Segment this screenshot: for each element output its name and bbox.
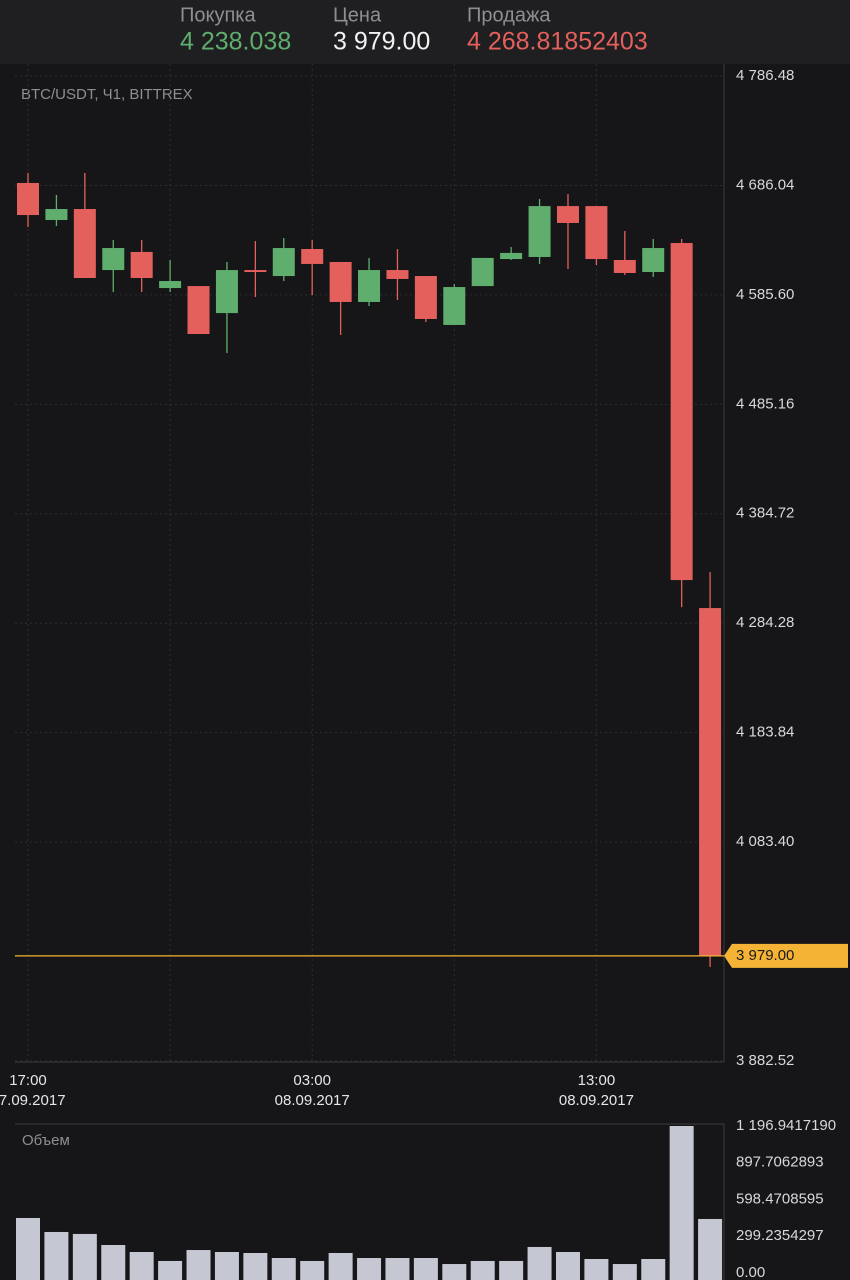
volume-bar xyxy=(328,1252,353,1280)
chart-subtitle: BTC/USDT, Ч1, BITTREX xyxy=(21,86,193,103)
candle-body xyxy=(556,206,579,223)
volume-bar xyxy=(584,1258,609,1280)
candle-body xyxy=(471,257,494,287)
y-tick-label: 4 585.60 xyxy=(736,286,794,303)
quote-label: Покупка xyxy=(180,4,256,26)
volume-bar xyxy=(527,1246,552,1280)
y-tick-label: 0.00 xyxy=(736,1264,765,1280)
volume-bar xyxy=(385,1258,410,1280)
y-tick-label: 4 284.28 xyxy=(736,614,794,631)
volume-bar xyxy=(641,1258,666,1280)
quote-value: 4 268.81852403 xyxy=(467,28,648,56)
volume-bar xyxy=(612,1264,637,1280)
y-tick-label: 4 083.40 xyxy=(736,833,794,850)
volume-bar xyxy=(413,1258,438,1280)
volume-bar xyxy=(16,1217,40,1280)
volume-bar xyxy=(243,1252,268,1280)
volume-bar xyxy=(158,1260,183,1280)
volume-title: Объем xyxy=(22,1132,70,1149)
candle-body xyxy=(329,261,352,302)
y-tick-label: 598.4708595 xyxy=(736,1190,824,1207)
y-tick-label: 3 882.52 xyxy=(736,1052,794,1069)
volume-bar xyxy=(300,1260,325,1280)
last-price-tag xyxy=(724,943,848,968)
quote-label: Продажа xyxy=(467,4,551,26)
candle-body xyxy=(187,286,210,335)
candle-body xyxy=(699,608,722,956)
last-price-label: 3 979.00 xyxy=(736,947,794,964)
volume-bar xyxy=(129,1251,154,1280)
x-tick-label: 17:00 xyxy=(9,1072,47,1089)
x-tick-label: 03:00 xyxy=(293,1072,331,1089)
candle-body xyxy=(73,209,96,278)
volume-bar xyxy=(72,1233,97,1280)
y-tick-label: 4 384.72 xyxy=(736,505,794,522)
candle-body xyxy=(386,270,409,279)
y-tick-label: 4 183.84 xyxy=(736,724,794,741)
y-tick-label: 4 485.16 xyxy=(736,395,794,412)
volume-bar xyxy=(470,1260,495,1280)
volume-bar xyxy=(357,1258,382,1280)
candle-body xyxy=(45,209,68,221)
quote-label: Цена xyxy=(333,4,382,26)
y-tick-label: 4 786.48 xyxy=(736,67,794,84)
volume-bar xyxy=(271,1258,296,1280)
volume-bar xyxy=(669,1126,694,1280)
x-tick-date: 07.09.2017 xyxy=(0,1092,66,1109)
x-tick-date: 08.09.2017 xyxy=(559,1092,634,1109)
candle-body xyxy=(358,270,381,302)
quote-value: 3 979.00 xyxy=(333,28,430,56)
volume-bar xyxy=(442,1264,467,1280)
volume-bar xyxy=(44,1231,69,1280)
candle-body xyxy=(215,270,238,314)
quote-value: 4 238.038 xyxy=(180,28,291,56)
candle-body xyxy=(585,206,608,260)
x-tick-label: 13:00 xyxy=(578,1072,616,1089)
candle-body xyxy=(642,248,665,273)
candle-body xyxy=(130,251,153,278)
candle-body xyxy=(528,206,551,257)
candle-body xyxy=(301,249,324,264)
candle-body xyxy=(102,248,125,271)
x-tick-date: 08.09.2017 xyxy=(275,1092,350,1109)
candle-body xyxy=(414,276,437,319)
candle-body xyxy=(443,287,466,325)
volume-bar xyxy=(555,1251,580,1280)
candle-body xyxy=(244,270,267,273)
y-tick-label: 299.2354297 xyxy=(736,1227,824,1244)
volume-bar xyxy=(186,1250,211,1280)
candle-body xyxy=(500,252,523,260)
volume-bar xyxy=(101,1244,126,1280)
y-tick-label: 4 686.04 xyxy=(736,176,794,193)
y-tick-label: 1 196.9417190 xyxy=(736,1117,836,1134)
candle-body xyxy=(613,260,636,273)
volume-bar xyxy=(698,1218,723,1280)
y-tick-label: 897.7062893 xyxy=(736,1154,824,1171)
chart-bg xyxy=(0,64,850,1280)
candle-body xyxy=(272,248,295,277)
volume-bar xyxy=(499,1260,524,1280)
volume-bar xyxy=(214,1251,239,1280)
candle-body xyxy=(670,243,693,581)
candle-body xyxy=(159,281,182,289)
header-bar xyxy=(0,0,850,64)
candle-body xyxy=(17,182,39,216)
